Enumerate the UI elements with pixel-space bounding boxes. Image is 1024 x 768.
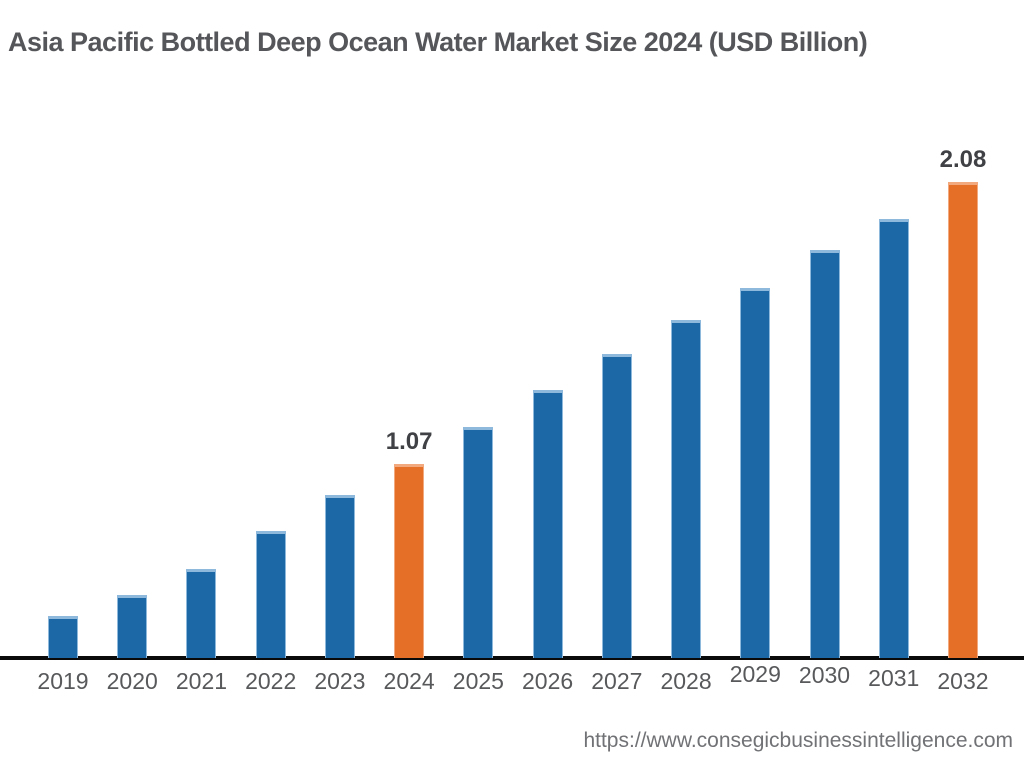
x-tick-2020: 2020 [106,668,158,694]
chart-title: Asia Pacific Bottled Deep Ocean Water Ma… [8,27,868,57]
bar-2022 [255,531,286,658]
x-tick-2026: 2026 [522,668,574,694]
x-tick-2032: 2032 [937,668,989,694]
bar-2032 [947,182,978,658]
x-axis-line [0,656,1024,660]
bar-2027 [601,354,632,658]
x-tick-2025: 2025 [452,668,504,694]
bar-2026 [532,390,563,658]
bar-2024 [394,464,425,658]
x-tick-2027: 2027 [591,668,643,694]
x-tick-2029: 2029 [729,661,781,687]
x-tick-2030: 2030 [798,662,851,688]
bar-2028 [671,320,702,658]
x-tick-2019: 2019 [37,668,89,694]
value-label-2024: 1.07 [385,428,433,455]
bar-2031 [878,219,909,658]
value-label-2032: 2.08 [939,146,987,173]
source-url: https://www.consegicbusinessintelligence… [583,729,1013,752]
bar-2020 [117,595,148,658]
x-tick-2022: 2022 [245,668,297,694]
x-tick-2021: 2021 [175,668,228,694]
x-tick-2023: 2023 [314,668,366,694]
x-tick-2028: 2028 [660,668,712,694]
bar-2030 [809,250,840,658]
bar-2029 [740,288,771,658]
x-tick-2031: 2031 [868,665,920,691]
x-tick-2024: 2024 [383,668,435,694]
bar-2023 [324,495,355,658]
bar-2025 [463,427,494,658]
bar-2021 [186,569,217,658]
bar-2019 [48,616,78,658]
